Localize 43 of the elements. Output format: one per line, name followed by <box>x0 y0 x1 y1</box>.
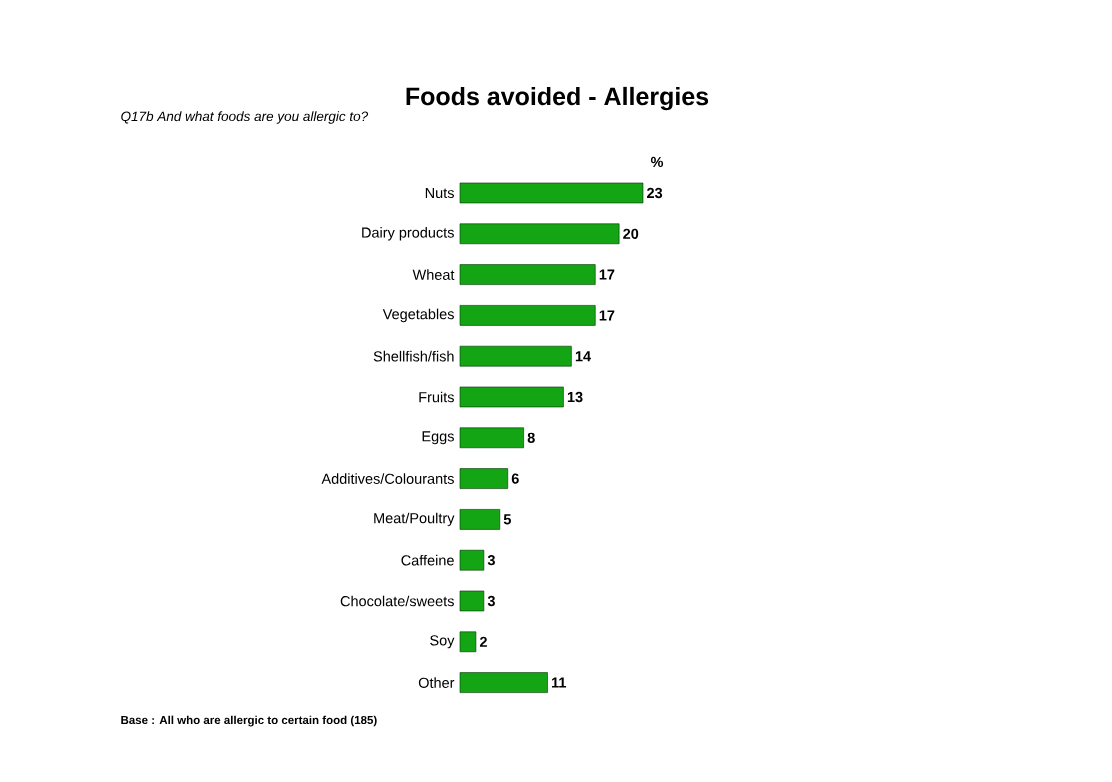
data-label: 2 <box>479 636 487 647</box>
data-label: 17 <box>599 310 615 321</box>
data-label: 13 <box>567 391 583 403</box>
bar <box>459 590 485 612</box>
y-tick-label: Shellfish/fish <box>373 350 454 362</box>
y-tick-label: Other <box>418 677 455 688</box>
data-label: 11 <box>551 677 566 688</box>
chart-title: Foods avoided - Allergies <box>406 86 709 111</box>
data-label: 3 <box>487 555 495 566</box>
data-label: 20 <box>623 228 639 239</box>
bar <box>459 305 596 326</box>
bar <box>459 386 564 408</box>
text: Q17b And what foods are you allergic to? <box>121 111 369 124</box>
data-label: 5 <box>503 514 511 525</box>
bar <box>459 549 485 571</box>
bar <box>459 264 596 285</box>
y-tick-label: Nuts <box>425 187 454 199</box>
y-tick-label: Fruits <box>419 391 454 403</box>
bar <box>459 509 501 530</box>
x-axis-title: % <box>650 156 664 168</box>
y-tick-label: Dairy products <box>362 227 454 241</box>
y-tick-label: Vegetables <box>382 308 454 323</box>
bar <box>459 672 548 693</box>
y-tick-label: Meat/Poultry <box>374 512 455 527</box>
y-tick-label: Eggs <box>422 431 454 445</box>
data-label: 3 <box>487 595 495 607</box>
data-label: 14 <box>575 351 591 362</box>
y-tick-label: Caffeine <box>401 554 454 566</box>
bar <box>459 427 524 449</box>
data-label: 8 <box>527 432 535 443</box>
bar <box>459 345 572 367</box>
bar <box>459 182 644 204</box>
bar <box>459 631 477 653</box>
y-tick-label: Additives/Colourants <box>321 473 454 484</box>
data-label: 17 <box>599 269 615 280</box>
y-tick-label: Wheat <box>412 269 455 280</box>
bar <box>459 223 620 245</box>
bar <box>459 468 509 489</box>
data-label: 23 <box>647 187 663 199</box>
text: Base : All who are allergic to certain food (185) <box>121 715 377 727</box>
y-tick-label: Soy <box>430 635 455 649</box>
y-tick-label: Chocolate/sweets <box>340 595 454 607</box>
data-label: 6 <box>511 473 519 484</box>
